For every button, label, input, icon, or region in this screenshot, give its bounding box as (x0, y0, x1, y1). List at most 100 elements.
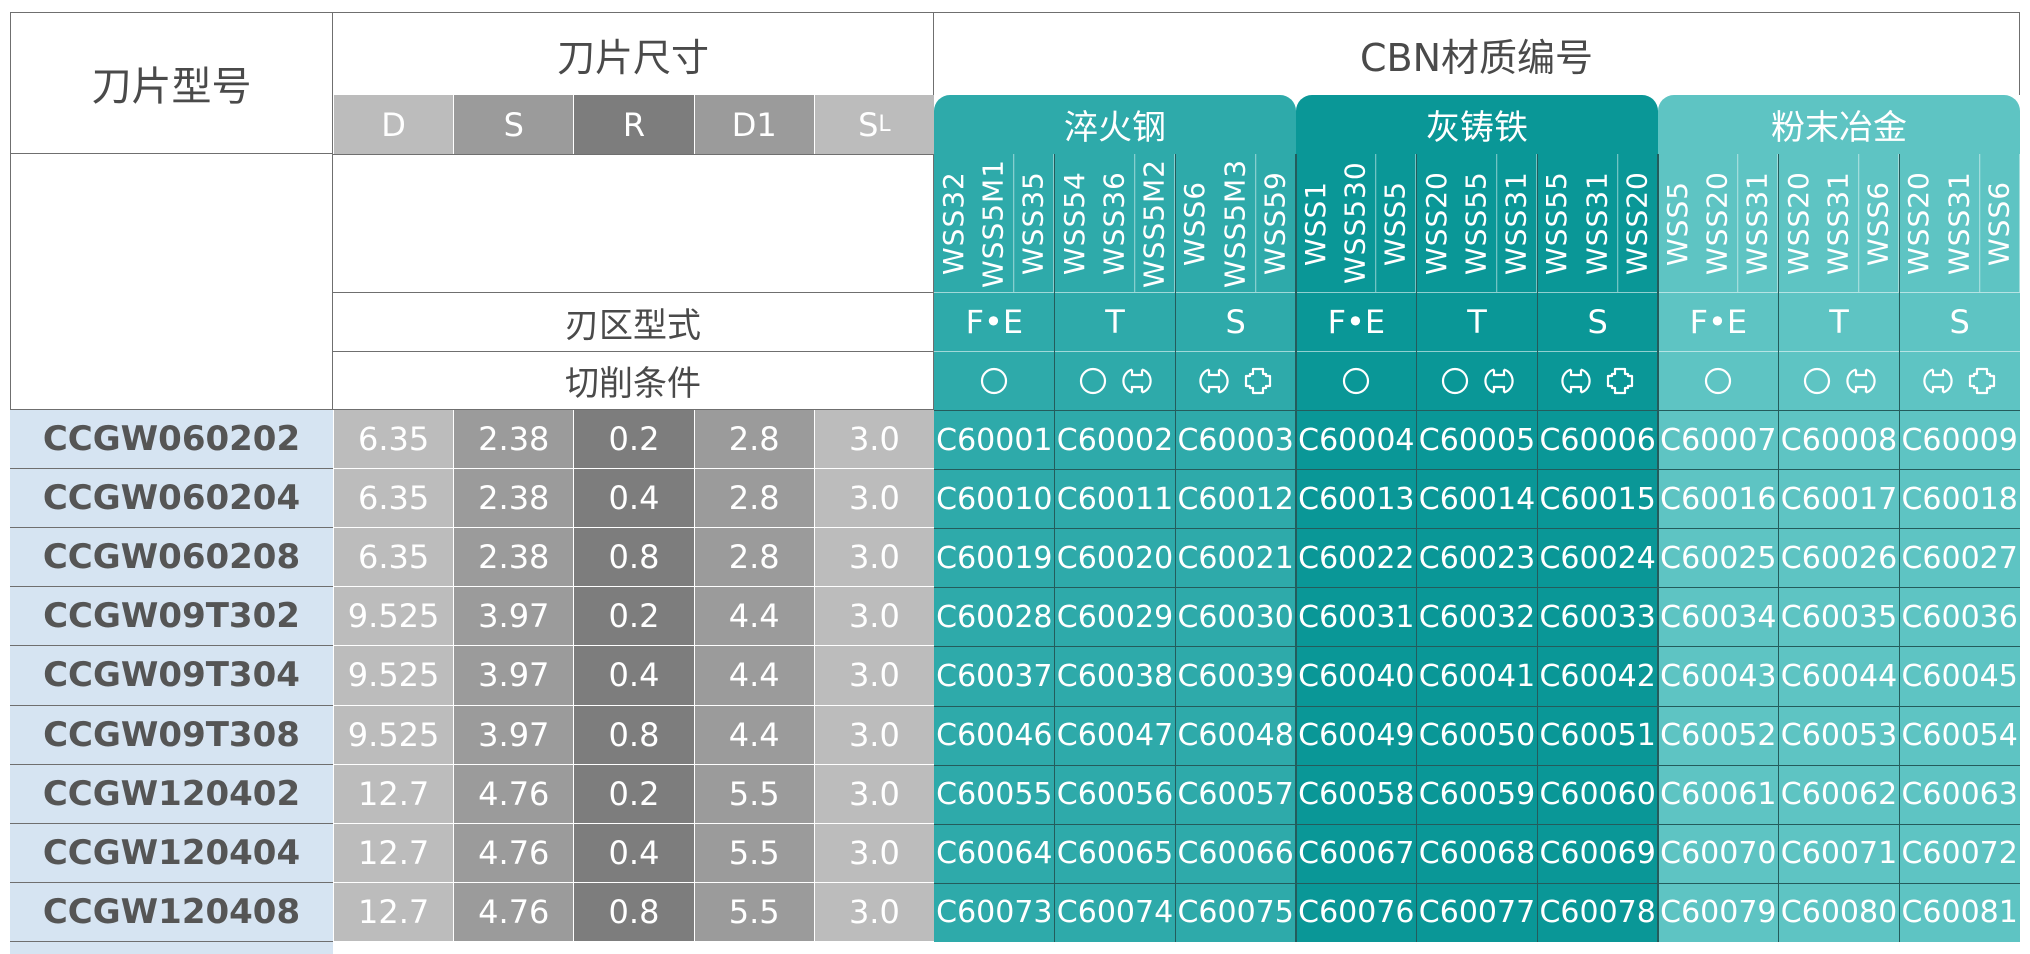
product-code-cell: C60003 (1175, 410, 1296, 469)
product-code-cell: C60043 (1658, 646, 1779, 705)
edge-type-3: S (1537, 292, 1658, 351)
dimension-cell: 5.5 (693, 764, 814, 824)
edge-type-2: T (1416, 292, 1538, 351)
model-column-footer (10, 942, 333, 954)
dimension-cell: 5.5 (693, 823, 814, 883)
dimension-header-1: D (333, 95, 454, 154)
product-code-cell: C60033 (1537, 587, 1658, 646)
grade-label: WSS530 (1336, 154, 1377, 292)
cutting-condition-cell (1537, 351, 1658, 410)
model-cell: CCGW060204 (10, 469, 333, 529)
dimension-cell: 0.2 (573, 410, 694, 470)
dimension-cell: 12.7 (333, 823, 454, 883)
product-code-cell: C60055 (934, 764, 1055, 824)
size-header: 刀片尺寸 (333, 12, 934, 95)
product-code-cell: C60042 (1537, 646, 1658, 705)
dimension-cell: 0.2 (573, 587, 694, 647)
model-cell: CCGW09T308 (10, 705, 333, 765)
product-code-cell: C60036 (1899, 587, 2020, 646)
product-code-cell: C60012 (1175, 469, 1296, 528)
edge-type-3: S (1899, 292, 2020, 351)
product-code-cell: C60014 (1416, 469, 1538, 528)
product-code-cell: C60079 (1658, 882, 1779, 942)
edge-type-1: F•E (1296, 292, 1417, 351)
grade-label: WSS20 (1617, 154, 1658, 292)
product-code-cell: C60017 (1778, 469, 1900, 528)
product-code-cell: C60015 (1537, 469, 1658, 528)
product-code-cell: C60052 (1658, 705, 1779, 765)
grade-label: WSS5M2 (1135, 154, 1176, 292)
grade-label: WSS59 (1255, 154, 1296, 292)
light-interrupted-cut-icon (1561, 367, 1591, 394)
dimension-cell: 3.97 (453, 646, 574, 706)
dimension-cell: 4.4 (693, 646, 814, 706)
product-code-cell: C60001 (934, 410, 1055, 469)
model-header-blank (10, 154, 333, 410)
product-code-cell: C60008 (1778, 410, 1900, 469)
dimension-cell: 3.0 (813, 764, 934, 824)
dimension-cell: 2.38 (453, 410, 574, 470)
product-code-cell: C60060 (1537, 764, 1658, 824)
continuous-cut-icon (1079, 367, 1107, 394)
product-code-cell: C60074 (1054, 882, 1176, 942)
material-group-panel-2 (1296, 95, 1658, 942)
dimension-cell: 6.35 (333, 410, 454, 470)
product-code-cell: C60071 (1778, 823, 1900, 883)
dimension-cell: 0.8 (573, 705, 694, 765)
dimension-cell: 9.525 (333, 646, 454, 706)
product-code-cell: C60049 (1296, 705, 1417, 765)
product-code-cell: C60039 (1175, 646, 1296, 705)
model-header: 刀片型号 (10, 12, 333, 154)
product-code-cell: C60024 (1537, 528, 1658, 587)
dimension-cell: 3.0 (813, 705, 934, 765)
product-code-cell: C60007 (1658, 410, 1779, 469)
dimension-cell: 3.0 (813, 410, 934, 470)
grade-label: WSS20 (1419, 171, 1453, 275)
material-group-name: 淬火钢 (1064, 108, 1166, 148)
product-code-cell: C60081 (1899, 882, 2020, 942)
cbn-header: CBN材质编号 (934, 12, 2020, 95)
grade-label: WSS31 (1577, 154, 1618, 292)
product-code-cell: C60048 (1175, 705, 1296, 765)
dimension-cell: 2.38 (453, 469, 574, 529)
dimension-cell: 3.0 (813, 469, 934, 529)
grade-label: WSS6 (1178, 180, 1212, 266)
cutting-condition-cell (1658, 351, 1779, 410)
product-code-cell: C60065 (1054, 823, 1176, 883)
column-divider (1657, 154, 1659, 942)
dimension-cell: 6.35 (333, 528, 454, 588)
dimension-cell: 2.38 (453, 528, 574, 588)
dimension-header-label: S (858, 105, 879, 144)
grade-label: WSS35 (1014, 154, 1055, 292)
product-code-cell: C60058 (1296, 764, 1417, 824)
product-code-cell: C60025 (1658, 528, 1779, 587)
product-code-cell: C60028 (934, 587, 1055, 646)
grade-label: WSS55 (1456, 154, 1498, 292)
product-code-cell: C60070 (1658, 823, 1779, 883)
product-code-cell: C60054 (1899, 705, 2020, 765)
product-code-cell: C60031 (1296, 587, 1417, 646)
product-code-cell: C60056 (1054, 764, 1176, 824)
product-code-cell: C60044 (1778, 646, 1900, 705)
continuous-cut-icon (981, 367, 1008, 394)
product-code-cell: C60077 (1416, 882, 1538, 942)
column-divider (1174, 154, 1177, 942)
product-code-cell: C60064 (934, 823, 1055, 883)
product-code-cell: C60072 (1899, 823, 2020, 883)
column-divider (1415, 154, 1418, 942)
product-code-cell: C60006 (1537, 410, 1658, 469)
product-code-cell: C60073 (934, 882, 1055, 942)
dimension-cell: 0.4 (573, 469, 694, 529)
grade-label: WSS55 (1540, 171, 1574, 275)
continuous-cut-icon (1343, 367, 1370, 394)
model-cell: CCGW09T304 (10, 646, 333, 706)
dimension-cell: 3.97 (453, 705, 574, 765)
grade-label: WSS20 (1902, 171, 1936, 275)
dimension-cell: 4.4 (693, 705, 814, 765)
grade-label: WSS32 (937, 171, 971, 275)
dimension-cell: 5.5 (693, 882, 814, 942)
dimension-cell: 3.0 (813, 587, 934, 647)
edge-type-3: S (1175, 292, 1296, 351)
